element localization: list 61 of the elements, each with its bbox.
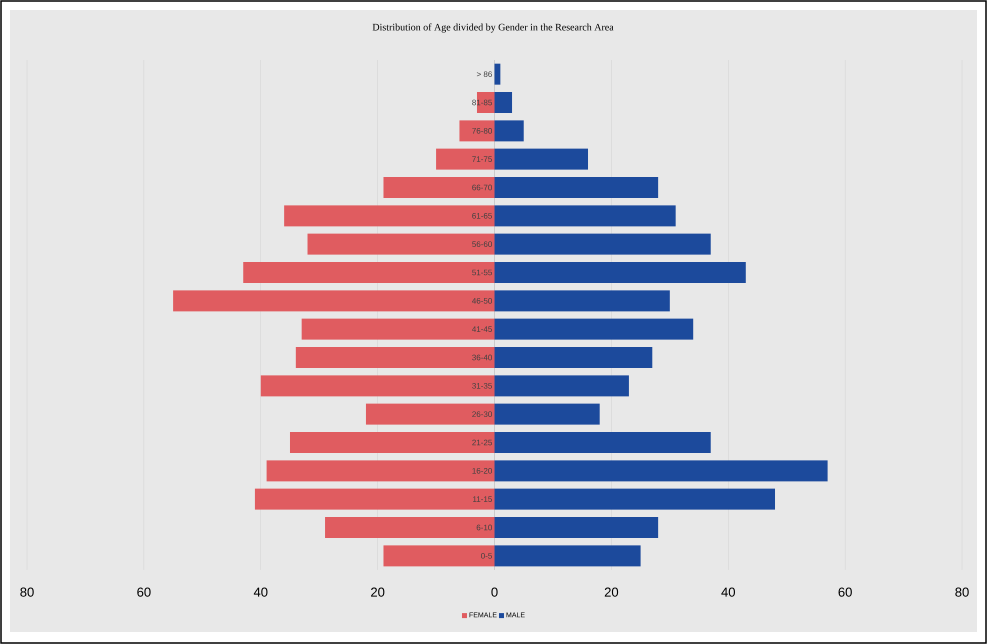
x-tick-label: 60 [838,588,852,597]
y-tick-label: 66-70 [472,184,492,190]
x-tick-label: 20 [371,588,384,597]
y-tick-label: 31-35 [472,382,492,389]
bar [366,404,495,425]
bar [494,148,588,170]
y-tick-label: 51-55 [472,270,492,276]
bar [459,120,495,142]
y-tick-label: 0-5 [481,552,492,559]
y-tick-label: 11-15 [473,496,492,502]
y-tick-label: 26-30 [472,411,492,417]
bar [494,318,694,340]
bar [494,375,629,396]
bar [260,375,495,396]
bar [254,488,495,510]
bar [494,488,776,510]
bar [325,516,495,538]
y-tick-label: 46-50 [472,298,492,304]
bar [494,120,524,142]
y-tick-label: > 86 [476,71,492,77]
bar [494,205,676,226]
bar [173,290,495,312]
bar [383,545,495,566]
bar [494,460,828,482]
bar [494,516,658,538]
y-tick-label: 6-10 [476,524,492,530]
bar [308,234,495,255]
x-tick-label: 0 [491,588,498,597]
y-tick-label: 71-75 [472,156,492,162]
x-tick-label: 80 [955,588,969,597]
bar [296,346,495,368]
bar [494,346,652,368]
y-tick-label: 21-25 [472,440,492,446]
bar [494,234,711,255]
x-tick-label: 60 [137,588,151,597]
y-tick-label: 36-40 [472,354,492,360]
bar [494,64,500,85]
x-tick-label: 80 [20,588,34,597]
y-tick-label: 56-60 [472,241,492,247]
x-tick-label: 20 [604,588,618,597]
y-tick-label: 41-45 [472,326,492,332]
bar [284,205,495,226]
bar [494,404,600,425]
y-tick-label: 61-65 [472,213,492,219]
x-tick-label: 40 [254,588,268,597]
bar [436,148,495,170]
y-tick-label: 76-80 [472,128,492,134]
bar [243,262,495,283]
bar [494,92,512,113]
bar [383,176,495,198]
bar [494,262,746,283]
y-tick-label: 16-20 [472,468,492,474]
bar [494,545,641,566]
bar [266,460,495,482]
chart-title: Distribution of Age divided by Gender in the Research Area [372,23,614,33]
bar [302,318,495,340]
bar [290,432,495,453]
bar [494,290,670,312]
bar [494,176,658,198]
bar [494,432,711,453]
x-tick-label: 40 [721,588,735,597]
